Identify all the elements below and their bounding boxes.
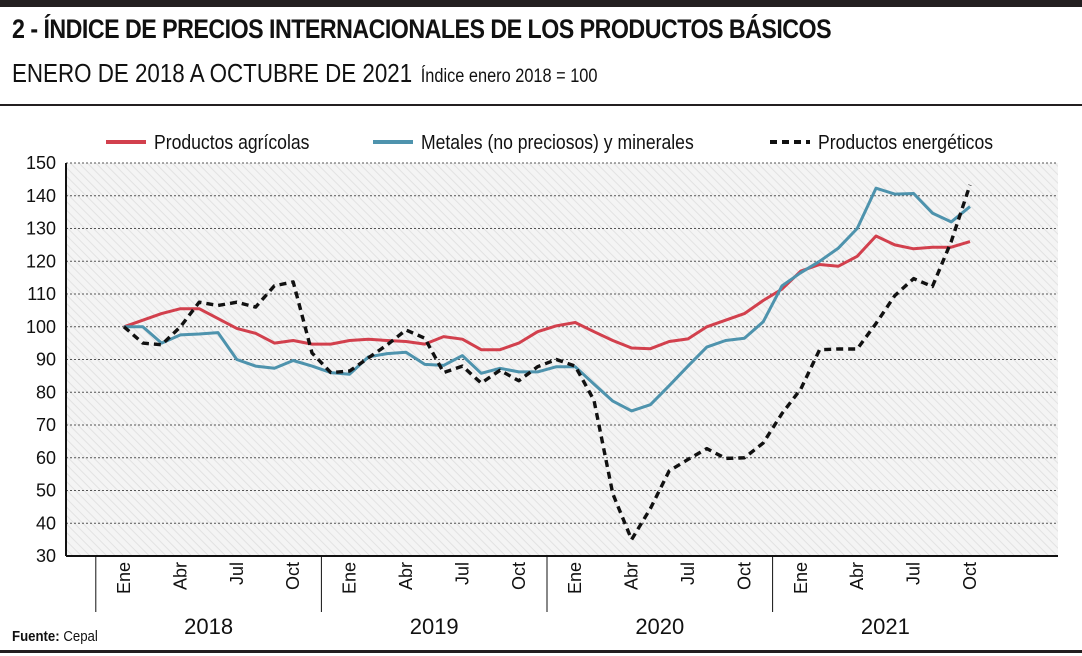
year-label: 2019 bbox=[410, 614, 459, 639]
x-tick-label: Ene bbox=[114, 562, 134, 594]
x-tick-label: Jul bbox=[227, 562, 247, 585]
chart-title: 2 - ÍNDICE DE PRECIOS INTERNACIONALES DE… bbox=[12, 14, 832, 44]
bottom-rule bbox=[0, 650, 1082, 653]
x-tick-label: Oct bbox=[960, 562, 980, 590]
gridlines bbox=[66, 162, 1058, 524]
x-tick-label: Oct bbox=[283, 562, 303, 590]
data-series bbox=[122, 184, 972, 542]
legend-label: Metales (no preciosos) y minerales bbox=[421, 131, 694, 153]
y-tick-label: 40 bbox=[36, 513, 56, 533]
x-axis: Ene Abr Jul Oct Ene Abr Jul Oct Ene Abr Jul Oct Ene A… bbox=[66, 555, 1058, 639]
year-label: 2021 bbox=[861, 614, 910, 639]
x-tick-label: Jul bbox=[904, 562, 924, 585]
y-tick-label: 50 bbox=[36, 481, 56, 501]
x-tick-label: Abr bbox=[170, 562, 190, 590]
year-label: 2020 bbox=[635, 614, 684, 639]
y-tick-label: 140 bbox=[26, 186, 56, 206]
legend-label: Productos energéticos bbox=[818, 131, 993, 153]
legend-label: Productos agrícolas bbox=[154, 131, 309, 153]
subtitle-index-note: Índice enero 2018 = 100 bbox=[420, 66, 598, 87]
chart-subtitle: ENERO DE 2018 A OCTUBRE DE 2021 Índice en… bbox=[12, 58, 597, 89]
series-line-2 bbox=[124, 186, 971, 413]
x-tick-label: Ene bbox=[340, 562, 360, 594]
x-tick-label: Oct bbox=[734, 562, 754, 590]
y-tick-label: 90 bbox=[36, 350, 56, 370]
x-tick-label: Abr bbox=[622, 562, 642, 590]
y-tick-label: 110 bbox=[27, 284, 56, 304]
y-axis: 30 40 50 60 70 80 90 100 110 120 130 140 150 bbox=[26, 153, 67, 566]
subtitle-date-range: ENERO DE 2018 A OCTUBRE DE 2021 bbox=[12, 58, 413, 88]
y-tick-label: 80 bbox=[36, 382, 56, 402]
legend: Productos agrícolas Metales (no preciosos… bbox=[106, 131, 993, 153]
x-tick-label: Ene bbox=[791, 562, 811, 594]
x-tick-label: Jul bbox=[678, 562, 698, 585]
source-note: Fuente: Cepal bbox=[12, 628, 98, 645]
series-line-1 bbox=[123, 234, 971, 352]
x-tick-label: Jul bbox=[452, 562, 472, 585]
x-tick-label: Abr bbox=[396, 562, 416, 590]
x-tick-label: Oct bbox=[509, 562, 529, 590]
y-tick-label: 100 bbox=[26, 317, 56, 337]
year-label: 2018 bbox=[184, 614, 233, 639]
series-line-3 bbox=[122, 184, 972, 542]
y-tick-label: 130 bbox=[26, 219, 56, 239]
y-tick-label: 70 bbox=[36, 415, 56, 435]
y-tick-label: 150 bbox=[26, 153, 56, 173]
x-tick-label: Ene bbox=[565, 562, 585, 594]
y-tick-label: 30 bbox=[36, 546, 56, 566]
x-tick-label: Abr bbox=[847, 562, 867, 590]
y-tick-label: 60 bbox=[36, 448, 56, 468]
y-tick-label: 120 bbox=[26, 251, 56, 271]
header-divider bbox=[0, 104, 1082, 106]
top-bar bbox=[0, 0, 1082, 7]
source-label: Fuente: bbox=[12, 628, 60, 645]
source-value: Cepal bbox=[63, 628, 98, 645]
